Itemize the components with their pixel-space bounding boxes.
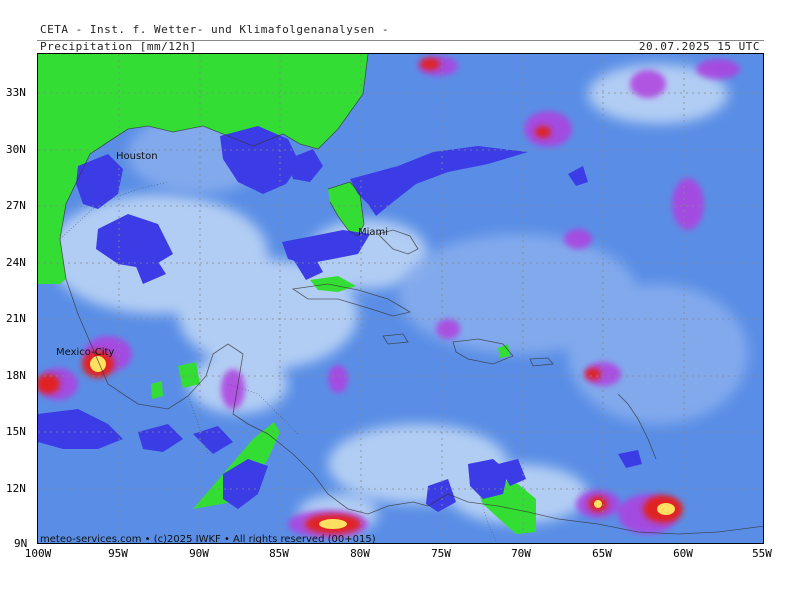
land-areas: [38, 54, 536, 534]
lat-label-12n: 12N: [6, 482, 26, 495]
lat-label-30n: 30N: [6, 143, 26, 156]
small-land-patch: [151, 381, 163, 399]
city-label-miami: Miami: [358, 227, 389, 238]
us-gulf-coast-land: [38, 54, 368, 284]
extreme-precip-peaks: [90, 356, 675, 529]
lon-label-85w: 85W: [269, 547, 289, 560]
lon-label-100w: 100W: [24, 547, 52, 560]
lon-label-75w: 75W: [431, 547, 451, 560]
lon-label-60w: 60W: [673, 547, 693, 560]
yucatan-land: [193, 422, 280, 509]
lon-label-55w: 55W: [752, 547, 772, 560]
lat-label-27n: 27N: [6, 199, 26, 212]
lon-label-90w: 90W: [189, 547, 209, 560]
lat-label-15n: 15N: [6, 425, 26, 438]
lon-label-70w: 70W: [511, 547, 531, 560]
copyright-footer: meteo-services.com • (c)2025 IWKF • All …: [40, 534, 376, 545]
lat-label-18n: 18N: [6, 369, 26, 382]
hispaniola-land-patch: [498, 344, 510, 358]
header-divider: [37, 40, 764, 41]
lon-label-95w: 95W: [108, 547, 128, 560]
map-title: CETA - Inst. f. Wetter- und Klimafolgena…: [40, 23, 390, 36]
precipitation-map: [38, 54, 763, 543]
coastlines: [59, 54, 763, 535]
parameter-label: Precipitation [mm/12h]: [40, 40, 197, 53]
cuba-land-patch: [310, 276, 356, 292]
city-label-mexico-city: Mexico-City: [56, 347, 115, 358]
lat-label-33n: 33N: [6, 86, 26, 99]
lat-label-21n: 21N: [6, 312, 26, 325]
country-borders: [59, 181, 498, 543]
valid-time: 20.07.2025 15 UTC: [638, 40, 760, 53]
map-frame: [37, 53, 764, 544]
florida-land: [328, 182, 364, 236]
lat-label-24n: 24N: [6, 256, 26, 269]
city-label-houston: Houston: [116, 151, 158, 162]
central-land-patch: [178, 362, 200, 388]
lat-lon-grid: [38, 54, 763, 543]
moderate-precip-areas: [38, 126, 642, 512]
lat-label-9n: 9N: [14, 537, 28, 550]
lon-label-80w: 80W: [350, 547, 370, 560]
lon-label-65w: 65W: [592, 547, 612, 560]
